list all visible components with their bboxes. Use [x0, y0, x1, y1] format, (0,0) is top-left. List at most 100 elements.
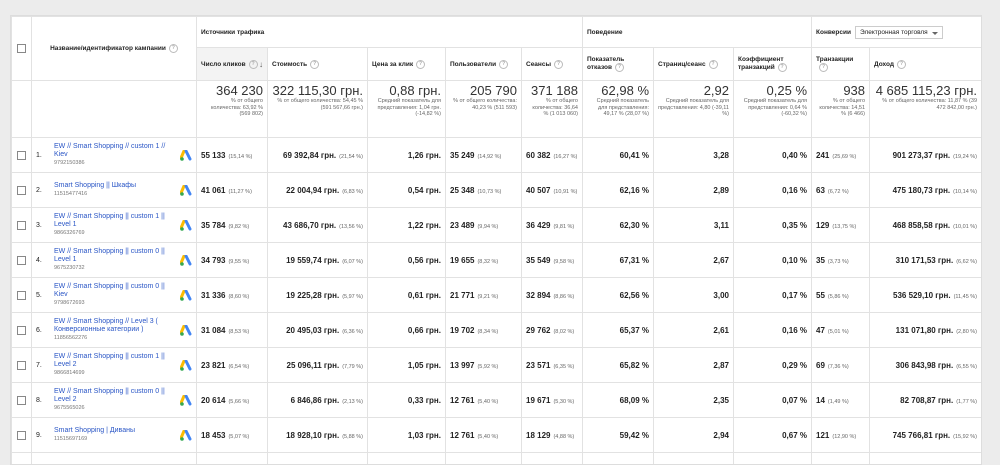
metric-value: 31 336 [201, 291, 225, 300]
group-title: Конверсии [816, 29, 851, 36]
metric-value: 1,05 грн. [408, 361, 441, 370]
total-value: 4 685 115,23 грн. [874, 83, 977, 98]
metric-cell: 55(5,86 %) [812, 278, 870, 313]
checkbox-cell [12, 138, 32, 173]
column-title: Число кликов [201, 61, 246, 68]
google-ads-icon [180, 360, 192, 371]
metric-cell: 19 225,28 грн.(5,97 %) [268, 278, 368, 313]
group-header: Поведение [583, 17, 812, 48]
metric-cell: 310 171,53 грн.(6,62 %) [870, 243, 982, 278]
column-header[interactable]: Пользователи? [446, 48, 522, 81]
metric-cell: 65,37 % [583, 313, 654, 348]
group-header-row: Название/идентификатор кампании?Источник… [12, 17, 982, 48]
metric-value: 12 761 [450, 396, 474, 405]
campaign-link[interactable]: EW // Smart Shopping || custom 0 || Kiev [54, 283, 176, 299]
metric-value: 2,35 [713, 396, 729, 405]
total-note: % от общего количества: 11,87 % (39 472 … [874, 98, 977, 111]
metric-value: 3,00 [713, 291, 729, 300]
campaign-link[interactable]: EW // Smart Shopping || custom 0 || Leve… [54, 248, 176, 264]
metric-share: (10,91 %) [553, 189, 577, 195]
campaign-link[interactable]: EW // Smart Shopping || custom 1 || Leve… [54, 213, 176, 229]
column-title: Страниц/сеанс [658, 61, 706, 68]
row-index: 9. [36, 432, 50, 439]
row-checkbox[interactable] [17, 256, 26, 265]
campaign-wrap: 7.EW // Smart Shopping || custom 1 || Le… [36, 353, 192, 377]
campaign-link[interactable]: Smart Shopping | Диваны [54, 427, 176, 435]
column-header[interactable]: Транзакции? [812, 48, 870, 81]
metric-share: (13,75 %) [832, 224, 856, 230]
row-checkbox[interactable] [17, 431, 26, 440]
campaign-link[interactable]: EW // Smart Shopping // custom 1 // Kiev [54, 143, 176, 159]
metric-cell: 21 771(9,21 %) [446, 278, 522, 313]
metric-value: 43 686,70 грн. [283, 221, 336, 230]
row-checkbox[interactable] [17, 326, 26, 335]
campaign-link[interactable]: Smart Shopping || Шкафы [54, 182, 176, 190]
row-checkbox[interactable] [17, 361, 26, 370]
metric-share: (5,88 %) [342, 434, 363, 440]
column-header[interactable]: Доход? [870, 48, 982, 81]
metric-value: 310 171,53 грн. [896, 256, 954, 265]
metric-cell: 0,33 грн. [368, 383, 446, 418]
metric-value: 475 180,73 грн. [893, 186, 951, 195]
column-header[interactable]: Страниц/сеанс? [654, 48, 734, 81]
metric-value: 65,37 % [620, 326, 649, 335]
column-header[interactable]: Сеансы? [522, 48, 583, 81]
row-checkbox[interactable] [17, 291, 26, 300]
metric-cell: 0,56 грн. [368, 243, 446, 278]
row-checkbox[interactable] [17, 151, 26, 160]
metric-cell: 19 559,74 грн.(6,07 %) [268, 243, 368, 278]
column-header: Название/идентификатор кампании? [32, 17, 197, 81]
column-header[interactable]: Показатель отказов? [583, 48, 654, 81]
metric-cell: 22 004,94 грн.(6,83 %) [268, 173, 368, 208]
row-checkbox[interactable] [17, 221, 26, 230]
metric-share: (15,14 %) [228, 154, 252, 160]
column-header[interactable]: Число кликов?↓ [197, 48, 268, 81]
metric-value: 47 [816, 326, 825, 335]
column-header[interactable]: Стоимость? [268, 48, 368, 81]
metric-value: 12 761 [450, 431, 474, 440]
help-icon: ? [499, 60, 508, 69]
campaign-link[interactable]: EW // Smart Shopping // Level 3 ( Конвер… [54, 318, 176, 334]
metric-value: 19 225,28 грн. [286, 291, 339, 300]
metric-value: 25 348 [450, 186, 474, 195]
column-header[interactable]: Коэффициент транзакций? [734, 48, 812, 81]
metric-cell: 14 473(3,90 %) [522, 453, 583, 465]
row-checkbox[interactable] [17, 396, 26, 405]
metric-value: 0,54 грн. [408, 186, 441, 195]
checkbox-cell [12, 173, 32, 208]
group-header: Конверсии Электронная торговля [812, 17, 982, 48]
campaign-link[interactable]: EW // Smart Shopping || custom 1 || Leve… [54, 353, 176, 369]
metric-share: (8,32 %) [477, 259, 498, 265]
total-value: 322 115,30 грн. [272, 83, 363, 98]
select-all-checkbox[interactable] [17, 44, 26, 53]
metric-value: 2,61 [713, 326, 729, 335]
metric-cell: 25 096,11 грн.(7,79 %) [268, 348, 368, 383]
campaign-link[interactable]: EW // Smart Shopping || custom 0 || Leve… [54, 388, 176, 404]
metric-share: (9,94 %) [477, 224, 498, 230]
report-table-container: Название/идентификатор кампании?Источник… [10, 15, 982, 465]
metric-share: (5,86 %) [828, 294, 849, 300]
metric-cell: 35 549(9,58 %) [522, 243, 583, 278]
metric-share: (8,86 %) [553, 294, 574, 300]
column-header[interactable]: Цена за клик? [368, 48, 446, 81]
total-note: % от общего количества: 40,23 % (511 593… [450, 98, 517, 111]
checkbox-cell [12, 383, 32, 418]
column-title: Пользователи [450, 61, 496, 68]
data-row: 4.EW // Smart Shopping || custom 0 || Le… [12, 243, 982, 278]
checkbox-cell [12, 418, 32, 453]
metric-cell: 18 453(5,07 %) [197, 418, 268, 453]
total-note: % от общего количества: 54,45 % (591 567… [272, 98, 363, 111]
help-icon: ? [709, 60, 718, 69]
metric-share: (5,97 %) [342, 294, 363, 300]
data-row: 6.EW // Smart Shopping // Level 3 ( Конв… [12, 313, 982, 348]
ecommerce-dropdown[interactable]: Электронная торговля [855, 26, 943, 39]
campaign-cell: 7.EW // Smart Shopping || custom 1 || Le… [32, 348, 197, 383]
metric-cell: 63(6,72 %) [812, 173, 870, 208]
metric-cell: 12 761(5,40 %) [446, 383, 522, 418]
row-checkbox[interactable] [17, 186, 26, 195]
metric-value: 0,16 % [782, 186, 807, 195]
campaign-id: 9866814699 [54, 369, 176, 377]
metric-cell: 23 821(6,54 %) [197, 348, 268, 383]
